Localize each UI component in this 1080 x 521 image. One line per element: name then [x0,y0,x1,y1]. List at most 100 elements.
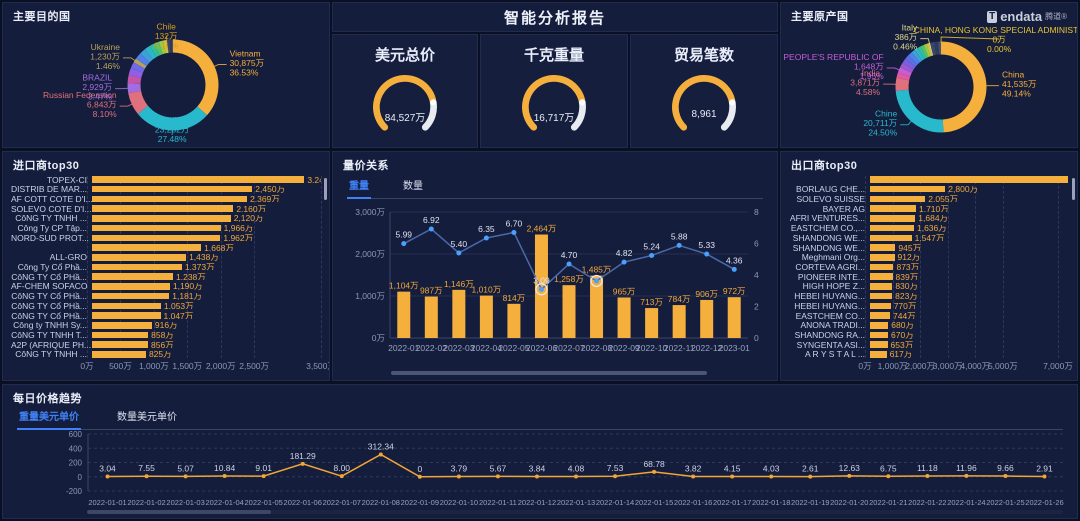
bar[interactable] [397,291,411,338]
tab-weight-usd-price[interactable]: 重量美元单价 [17,403,81,430]
destination-donut-chart[interactable]: Vietnam 30,875万 36.53% Cote d'Ivo... 23,232万… [3,5,329,147]
bar[interactable] [452,289,466,338]
bar[interactable] [870,215,916,222]
donut-slice[interactable] [135,53,150,67]
donut-slice[interactable] [930,42,937,56]
donut-slice[interactable] [128,67,143,78]
daily-price-line-chart[interactable]: 600 400 200 0 -200 3.04 2022-01-01 7.55 2022-01-… [4,429,1076,515]
bar[interactable] [92,224,221,232]
origin-donut-chart[interactable]: China 41,535万 49.14% Chine 20,711万 24.50% Indi… [781,5,1077,147]
gauge-chart[interactable] [494,65,614,148]
bar[interactable] [617,297,631,338]
donut-slice[interactable] [914,47,925,61]
line-point[interactable] [704,251,710,257]
bar[interactable] [562,285,576,338]
horizontal-scrollbar[interactable] [391,371,707,375]
line-point[interactable] [964,473,969,478]
bar[interactable] [870,234,912,242]
price-volume-combo-chart[interactable]: 0万 1,000万 2,000万 3,000万 0 2 4 6 8 1,104万 987万1,146… [334,200,778,372]
bar[interactable] [870,273,893,280]
donut-slice[interactable] [154,41,163,56]
line-point[interactable] [594,278,600,284]
donut-slice[interactable] [144,45,157,60]
donut-slice[interactable] [149,43,160,58]
line-point[interactable] [456,474,461,479]
bar[interactable] [870,263,894,271]
line-point[interactable] [676,242,682,248]
tab-weight[interactable]: 重量 [347,172,371,199]
donut-slice[interactable] [902,58,916,70]
bar[interactable] [870,283,893,290]
bar[interactable] [92,302,161,310]
line-point[interactable] [339,474,344,479]
bar[interactable] [870,244,896,251]
bar[interactable] [92,341,148,348]
bar[interactable] [424,296,438,338]
donut-slice[interactable] [940,41,987,133]
line-point[interactable] [534,474,539,479]
donut-slice[interactable] [908,52,920,65]
bar[interactable] [870,312,890,319]
bar[interactable] [92,351,146,358]
donut-slice[interactable] [137,105,208,131]
donut-slice[interactable] [911,49,923,63]
bar[interactable] [92,185,253,193]
bar[interactable] [92,283,170,290]
line-point[interactable] [847,473,852,478]
donut-slice[interactable] [896,72,911,81]
line-point[interactable] [378,452,383,457]
bar[interactable] [92,312,161,319]
donut-slice[interactable] [128,90,149,114]
bar[interactable] [92,215,231,222]
line-point[interactable] [105,474,110,479]
line-point[interactable] [261,474,266,479]
bar[interactable] [870,205,916,212]
bar[interactable] [870,195,926,203]
gauge-chart[interactable] [644,65,764,148]
bar[interactable] [92,195,247,203]
bar[interactable] [479,295,493,338]
line-point[interactable] [1003,474,1008,479]
line-point[interactable] [1042,474,1047,479]
donut-slice[interactable] [895,77,910,91]
line-point[interactable] [511,229,517,235]
donut-slice[interactable] [905,55,918,67]
donut-slice[interactable] [172,39,219,116]
donut-slice[interactable] [133,58,147,69]
line-point[interactable] [300,461,305,466]
vertical-scrollbar[interactable] [1072,178,1075,200]
bar[interactable] [870,341,888,348]
bar[interactable] [92,244,202,251]
line-point[interactable] [495,474,500,479]
tab-quantity-usd-price[interactable]: 数量美元单价 [117,412,177,423]
line-point[interactable] [428,226,434,232]
donut-slice[interactable] [923,43,931,57]
bar[interactable] [870,292,893,300]
bar[interactable] [92,234,221,242]
bar[interactable] [700,299,714,338]
bar[interactable] [727,297,741,338]
bar[interactable] [870,254,895,261]
line-point[interactable] [886,474,891,479]
line-point[interactable] [731,266,737,272]
line-point[interactable] [574,474,578,479]
line-point[interactable] [925,473,930,478]
line-point[interactable] [538,286,544,292]
bar[interactable] [870,176,1069,183]
bar[interactable] [870,224,914,232]
bar[interactable] [92,322,152,329]
bar[interactable] [92,263,182,271]
line-point[interactable] [649,252,655,258]
bar[interactable] [92,331,149,339]
exporters-bar-chart[interactable]: 7,367万BORLAUG CHE... 2,800万 SOLEVO SUISSE 2… [789,176,1069,359]
line-point[interactable] [769,474,774,479]
bar[interactable] [870,331,889,339]
bar[interactable] [870,185,946,193]
donut-slice[interactable] [895,89,944,133]
bar[interactable] [92,254,187,261]
vertical-scrollbar[interactable] [324,178,327,200]
donut-slice[interactable] [897,67,912,77]
bar[interactable] [92,205,234,212]
importers-bar-chart[interactable]: TOPEX-CI3,245万DISTRIB DE MAR...2,450万AF … [11,175,322,359]
donut-slice[interactable] [920,44,929,58]
